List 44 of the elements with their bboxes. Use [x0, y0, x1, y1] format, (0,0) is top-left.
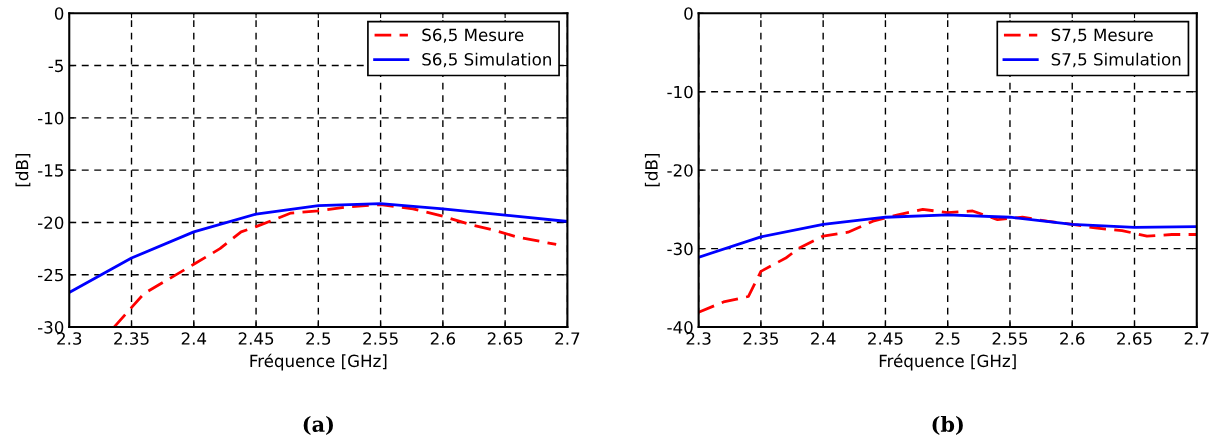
y-tick-label: 0 [54, 7, 64, 20]
x-tick-label: 2.6 [1060, 332, 1085, 345]
line-series [698, 208, 1197, 314]
y-tick-label: 0 [684, 7, 693, 20]
y-tick-label: -10 [37, 111, 64, 125]
x-tick-label: 2.65 [1117, 332, 1152, 345]
x-tick-label: 2.45 [238, 332, 274, 345]
y-tick-label: -20 [37, 216, 64, 230]
y-tick-label: -40 [667, 321, 693, 334]
x-tick-label: 2.4 [811, 332, 836, 345]
x-axis-title: Fréquence [GHz] [879, 353, 1016, 371]
x-tick-label: 2.5 [935, 332, 960, 345]
x-tick-label: 2.55 [363, 332, 398, 345]
y-tick-label: -25 [37, 268, 63, 282]
y-axis-title: [dB] [644, 154, 660, 187]
text: (a) [303, 415, 333, 435]
x-tick-label: 2.35 [743, 332, 778, 345]
legend-label: S7,5 Simulation [1051, 52, 1181, 68]
x-tick-label: 2.7 [1184, 332, 1209, 345]
y-tick-label: -5 [48, 59, 63, 73]
x-axis-title: Fréquence [GHz] [250, 353, 387, 371]
legend-label: S7,5 Mesure [1051, 28, 1153, 43]
y-tick-label: -15 [37, 164, 63, 177]
x-tick-label: 2.6 [430, 332, 456, 345]
y-axis-title: [dB] [15, 154, 31, 187]
x-tick-label: 2.45 [868, 332, 903, 345]
x-tick-label: 2.35 [114, 332, 149, 345]
line-series [698, 213, 1197, 259]
y-tick-label: -30 [37, 321, 64, 334]
x-tick-label: 2.4 [181, 332, 207, 345]
y-tick-label: -20 [667, 164, 693, 177]
text: (b) [932, 415, 963, 435]
x-tick-label: 2.3 [57, 332, 82, 345]
x-tick-label: 2.65 [487, 332, 523, 345]
y-tick-label: -30 [667, 242, 693, 256]
x-tick-label: 2.7 [555, 332, 580, 345]
legend-label: S6,5 Simulation [422, 52, 551, 68]
y-tick-label: -10 [667, 85, 693, 99]
line-series [69, 202, 568, 294]
line-series [112, 203, 558, 328]
x-tick-label: 2.3 [686, 332, 711, 345]
x-tick-label: 2.55 [992, 332, 1028, 345]
x-tick-label: 2.5 [306, 332, 331, 345]
legend-label: S6,5 Mesure [422, 28, 524, 43]
